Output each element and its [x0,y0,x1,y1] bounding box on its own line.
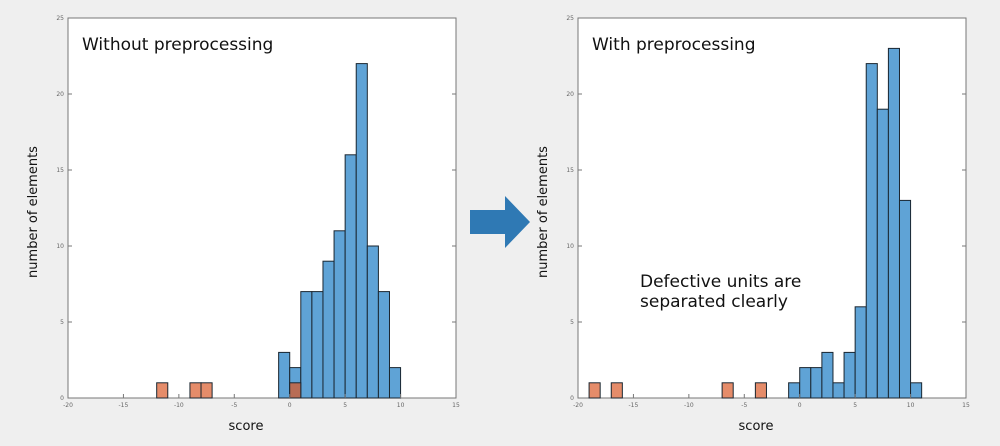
x-tick-label: 0 [288,402,292,409]
y-tick-label: 10 [566,243,574,250]
normal-bar [910,382,923,399]
normal-bar [898,199,912,399]
x-tick-label: 5 [343,402,347,409]
chart-title: With preprocessing [592,35,755,55]
defect-bar [588,382,601,399]
defect-bar [289,382,302,399]
x-tick-label: 5 [853,402,857,409]
y-tick-label: 20 [566,91,574,98]
normal-bar [278,351,291,399]
chart-1: -20 -15 -10 -5 0 5 10 15 0 5 10 15 20 25 With preproce… [536,15,970,434]
y-tick-label: 25 [566,15,574,22]
y-tick-label: 5 [570,319,574,326]
x-axis-label: score [229,419,264,434]
normal-bar [388,367,402,399]
x-tick-label: 15 [452,402,460,409]
normal-bar [377,291,390,399]
y-tick-label: 5 [60,319,64,326]
plot-area [67,17,457,399]
y-tick-label: 0 [570,395,574,402]
normal-bar [311,291,324,399]
normal-bar [821,351,834,399]
normal-bar [366,245,379,399]
x-tick-label: -15 [119,402,129,409]
normal-bar [355,63,368,399]
y-tick-label: 15 [56,167,64,174]
annotation-line-1: Defective units are [640,272,801,292]
y-tick-label: 25 [56,15,64,22]
x-tick-label: 10 [397,402,405,409]
y-axis-label: number of elements [536,146,551,278]
y-tick-label: 20 [56,91,64,98]
charts: -20 -15 -10 -5 0 5 10 15 0 5 10 15 20 25 Without prepr… [26,15,970,434]
x-tick-label: 0 [798,402,802,409]
normal-bar [887,47,900,399]
x-tick-label: 15 [962,402,970,409]
normal-bar [300,291,313,399]
normal-bar [810,367,823,399]
normal-bar [344,154,357,399]
defect-bar [754,382,767,399]
x-tick-label: 10 [907,402,915,409]
normal-bar [876,108,889,399]
y-axis-label: number of elements [26,146,41,278]
x-tick-label: -20 [63,402,73,409]
x-tick-label: -5 [741,402,747,409]
x-tick-label: -10 [684,402,694,409]
normal-bar [788,382,801,399]
x-tick-label: -10 [174,402,184,409]
defect-bar [610,382,623,399]
normal-bar [832,382,845,399]
y-tick-label: 0 [60,395,64,402]
chart-0: -20 -15 -10 -5 0 5 10 15 0 5 10 15 20 25 Without prepr… [26,15,460,434]
normal-bar [322,260,335,399]
defect-bar [156,382,169,399]
x-tick-label: -15 [629,402,639,409]
y-tick-label: 15 [566,167,574,174]
normal-bar [799,367,812,399]
x-tick-label: -20 [573,402,583,409]
x-tick-label: -5 [231,402,237,409]
defect-bar [189,382,202,399]
arrow-icon [470,196,530,248]
normal-bar [854,306,867,399]
y-tick-label: 10 [56,243,64,250]
defect-bar [200,382,213,399]
chart-title: Without preprocessing [82,35,273,55]
normal-bar [333,230,346,399]
defect-bar [721,382,734,399]
normal-bar [865,63,878,399]
x-axis-label: score [739,419,774,434]
normal-bar [843,351,856,399]
annotation-line-2: separated clearly [640,292,788,312]
